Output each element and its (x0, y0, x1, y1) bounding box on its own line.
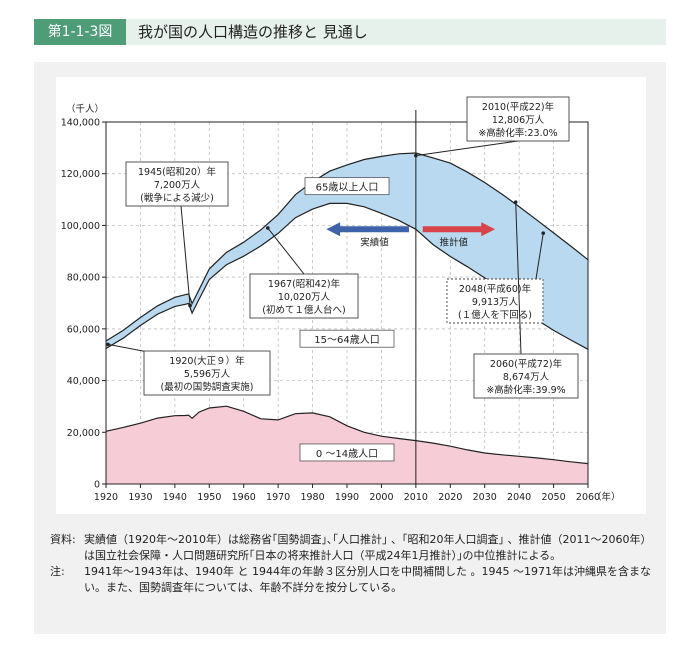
y-tick-label: 0 (94, 480, 100, 491)
annotation-pointer-tip (513, 200, 518, 204)
projection-arrow (422, 222, 496, 237)
x-tick-label: 1960 (232, 492, 256, 503)
annotation-pointer-tip (188, 303, 192, 308)
x-tick-label: 2040 (507, 492, 531, 503)
y-tick-label: 60,000 (67, 324, 100, 335)
area-elderly (106, 153, 588, 350)
annotation-line: 2060(平成72)年 (490, 358, 563, 370)
label-working-age: 15～64歳人口 (314, 334, 379, 346)
x-tick-label: 1930 (128, 492, 152, 503)
label-elderly: 65歳以上人口 (316, 182, 379, 194)
annotation-line: 8,674万人 (503, 372, 550, 383)
annotation-line: ※高齢化率:23.0% (478, 127, 557, 139)
annotation-line: 1920(大正９）年 (169, 355, 245, 367)
x-tick-label: 2060 (576, 492, 600, 503)
annotation-line: 5,596万人 (184, 369, 231, 380)
y-axis-unit: （千人） (66, 103, 104, 115)
x-tick-label: 2020 (438, 492, 462, 503)
label-children: 0 ～14歳人口 (316, 448, 378, 460)
annotation-box (466, 96, 570, 142)
y-tick-label: 140,000 (61, 118, 100, 129)
annotation-pointer-tip (414, 153, 418, 158)
y-tick-label: 100,000 (61, 221, 100, 232)
actual-arrow-label: 実績値 (360, 236, 389, 248)
y-tick-label: 80,000 (67, 273, 100, 284)
annotation-line: 1967(昭和42)年 (268, 278, 341, 290)
x-axis-unit: （年） (592, 491, 621, 503)
annotation-line: 2048(平成60)年 (459, 283, 532, 295)
label-working-age-box (299, 329, 395, 348)
actual-arrow (326, 222, 409, 237)
annotation-box (143, 350, 271, 396)
annotation-box (446, 278, 544, 324)
annotation-box (249, 273, 359, 319)
line-children (105, 405, 589, 465)
projection-arrow-label: 推計値 (439, 236, 468, 248)
label-elderly-box (304, 177, 390, 196)
y-tick-label: 120,000 (61, 169, 100, 180)
x-tick-label: 1970 (266, 492, 290, 503)
line-total (105, 152, 589, 342)
note-remark-label: 注: (50, 565, 65, 578)
x-tick-label: 1940 (163, 492, 187, 503)
chart-area: 0 20,000 40,000 60,000 80,000 100,000 120,000 1… (56, 77, 646, 514)
notes: 資料: 実績値（1920年～2010年）は総務省｢国勢調査｣､｢人口推計｣ 、｢… (50, 532, 660, 596)
x-tick-label: 1980 (300, 492, 324, 503)
x-tick-label: 2010 (404, 492, 428, 503)
x-tick-label: 2050 (541, 492, 565, 503)
annotation-pointer (180, 205, 191, 306)
annotation-pointer (415, 140, 519, 157)
x-tick-label: 2030 (473, 492, 497, 503)
annotation-pointer (267, 227, 305, 275)
annotation-line: (１億人を下回る) (458, 309, 532, 321)
note-source-text: 実績値（1920年～2010年）は総務省｢国勢調査｣､｢人口推計｣ 、｢昭和20… (84, 533, 652, 562)
annotation-line: (戦争による減少) (140, 192, 214, 204)
annotation-box (473, 353, 579, 399)
note-source-label: 資料: (50, 533, 76, 546)
annotation-pointer-tip (541, 231, 546, 235)
y-tick-label: 20,000 (67, 428, 100, 439)
annotation-line: 2010(平成22)年 (482, 101, 555, 113)
annotation-pointer-tip (106, 342, 110, 347)
annotation-pointer (535, 233, 544, 280)
annotation-line: 10,020万人 (278, 292, 331, 303)
note-remark: 注: 1941年～1943年は、1940年 と 1944年の年齢３区分別人口を中… (50, 564, 660, 596)
note-remark-text: 1941年～1943年は、1940年 と 1944年の年齢３区分別人口を中間補間… (84, 565, 651, 594)
annotation-line: 12,806万人 (492, 115, 545, 126)
figure-title: 我が国の人口構造の推移と 見通し (138, 23, 368, 41)
annotation-box (125, 161, 229, 207)
annotation-pointer (515, 202, 522, 355)
y-tick-label: 40,000 (67, 376, 100, 387)
x-tick-label: 1950 (197, 492, 221, 503)
annotation-line: (初めて１億人台へ) (262, 304, 345, 316)
annotation-line: ※高齢化率:39.9% (486, 384, 565, 396)
annotation-line: 7,200万人 (154, 180, 201, 191)
annotation-line: 9,913万人 (472, 297, 519, 308)
annotation-line: (最初の国勢調査実施) (161, 381, 254, 393)
label-children-box (299, 443, 395, 462)
x-tick-label: 1990 (335, 492, 359, 503)
x-tick-label: 1920 (94, 492, 118, 503)
figure-number: 第1-1-3図 (34, 19, 126, 45)
annotation-pointer-tip (266, 226, 270, 230)
annotation-line: 1945(昭和20）年 (138, 166, 216, 178)
population-chart: 0 20,000 40,000 60,000 80,000 100,000 120,000 1… (61, 96, 621, 503)
figure-header: 第1-1-3図 我が国の人口構造の推移と 見通し (34, 19, 666, 45)
note-source: 資料: 実績値（1920年～2010年）は総務省｢国勢調査｣､｢人口推計｣ 、｢… (50, 532, 660, 564)
x-tick-label: 2000 (369, 492, 393, 503)
